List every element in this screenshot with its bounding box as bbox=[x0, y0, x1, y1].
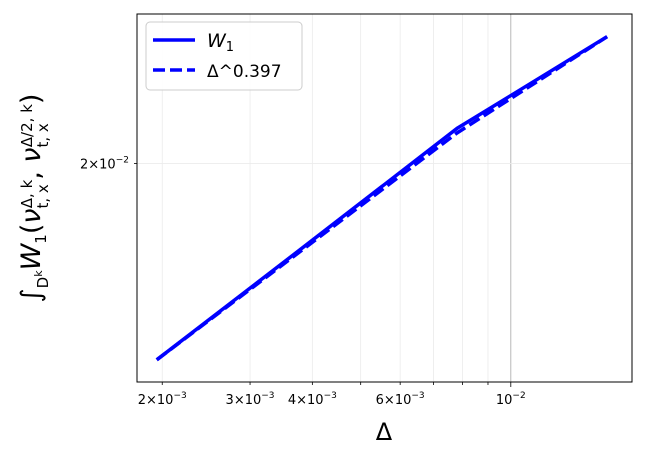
tick-layer: 2×10−3 3×10−3 4×10−3 6×10−3 10−2 2×10−2 bbox=[80, 156, 526, 408]
x-tick-label: 4×10−3 bbox=[288, 391, 337, 408]
y-tick-label: 2×10−2 bbox=[80, 156, 129, 173]
x-axis-label: Δ bbox=[376, 418, 393, 446]
x-tick-label: 2×10−3 bbox=[138, 391, 187, 408]
x-tick-label: 10−2 bbox=[496, 391, 526, 408]
x-tick-label: 3×10−3 bbox=[226, 391, 275, 408]
svg-text:∫DkW1(νt, xΔ, k, νt, xΔ/2, k): ∫DkW1(νt, xΔ, k, νt, xΔ/2, k) bbox=[16, 94, 52, 303]
series-fit-line bbox=[155, 35, 609, 362]
legend-label-fit: Δ^0.397 bbox=[207, 62, 282, 82]
plot-frame bbox=[136, 13, 633, 383]
series-layer bbox=[155, 35, 609, 362]
legend-label-w1: W1 bbox=[207, 30, 234, 55]
y-axis-label: ∫DkW1(νt, xΔ, k, νt, xΔ/2, k) bbox=[16, 94, 52, 303]
x-tick-label: 6×10−3 bbox=[376, 391, 425, 408]
legend: W1 Δ^0.397 bbox=[145, 21, 303, 91]
